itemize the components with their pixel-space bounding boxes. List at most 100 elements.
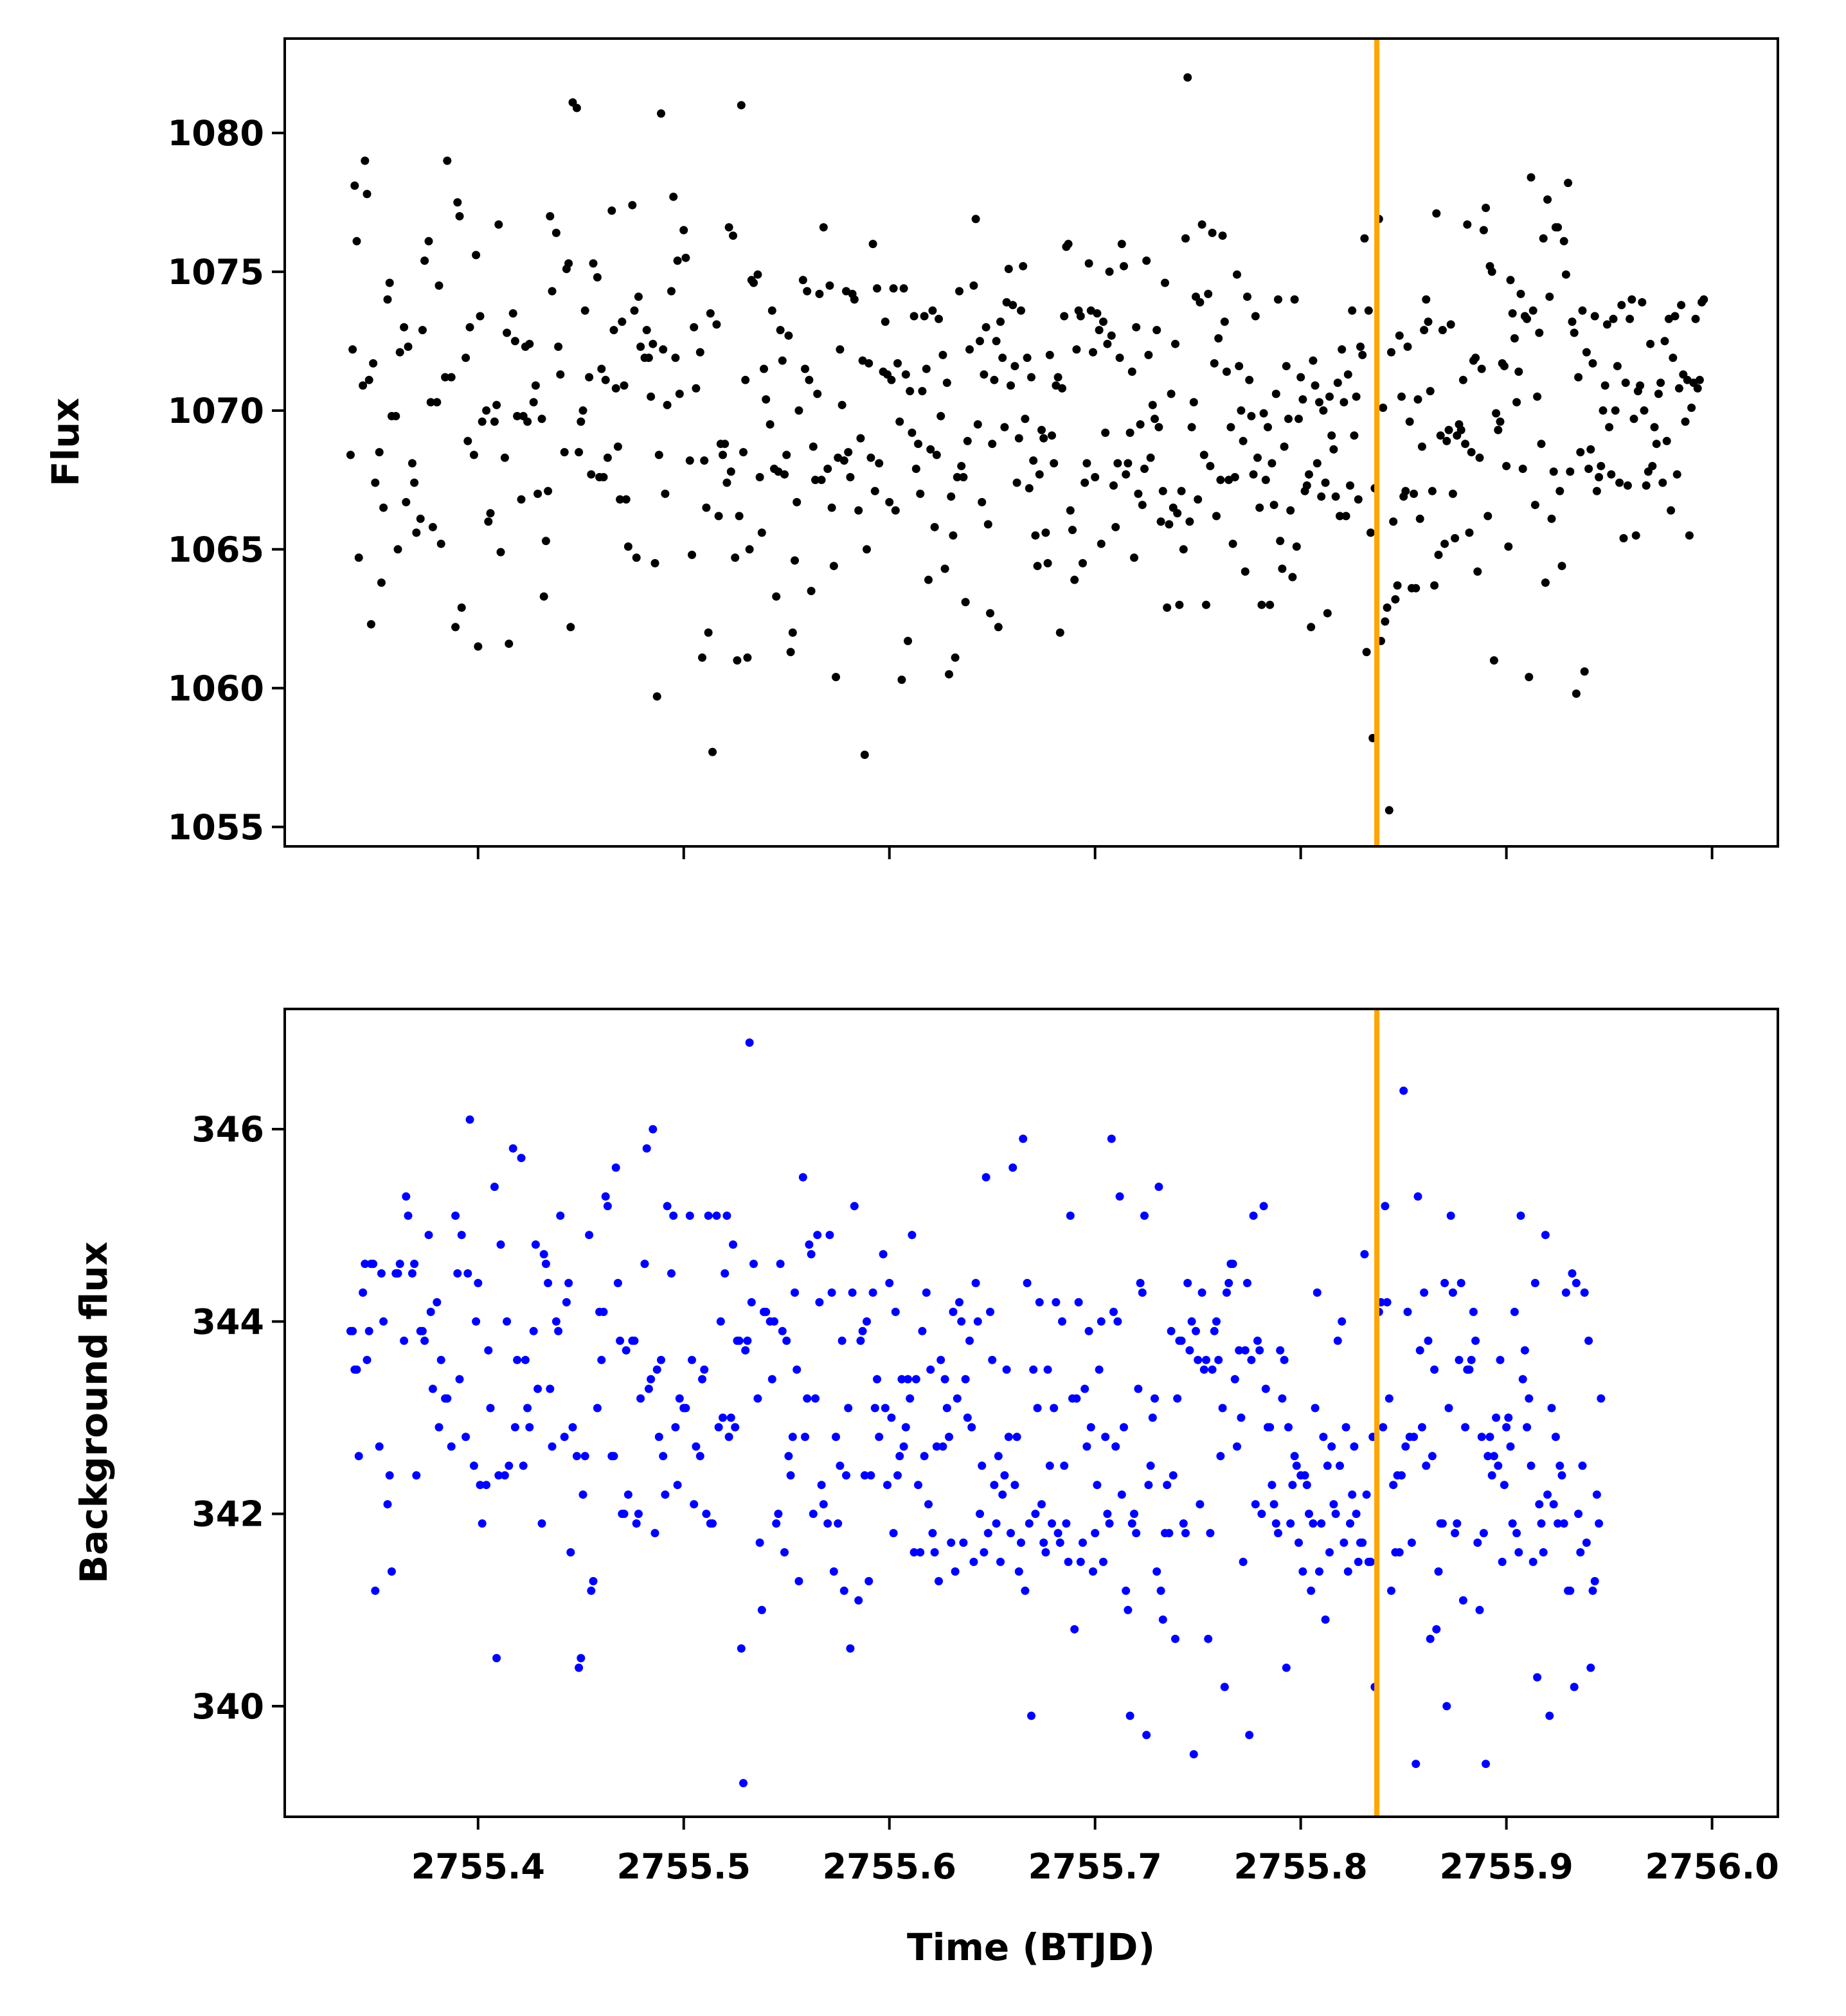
flux-point — [1138, 501, 1147, 510]
background-point — [1518, 1375, 1527, 1384]
background-point — [1516, 1211, 1525, 1220]
flux-points — [346, 73, 1708, 815]
background-point — [1514, 1548, 1523, 1557]
background-point — [472, 1317, 481, 1326]
background-point — [451, 1211, 460, 1220]
flux-point — [1237, 406, 1246, 415]
flux-point — [1461, 440, 1470, 449]
background-point — [426, 1307, 435, 1316]
background-point — [918, 1326, 927, 1335]
background-point — [879, 1250, 888, 1259]
flux-point — [1405, 417, 1414, 426]
background-point — [1132, 1529, 1141, 1538]
background-point — [1274, 1529, 1282, 1538]
flux-point — [1467, 448, 1476, 457]
background-point — [1093, 1481, 1102, 1490]
flux-point — [772, 592, 781, 601]
flux-point — [942, 379, 951, 388]
background-point — [860, 1471, 869, 1480]
background-point — [1582, 1539, 1591, 1547]
background-point — [1045, 1461, 1054, 1470]
flux-point — [580, 306, 589, 315]
flux-point — [1115, 353, 1124, 362]
background-point — [722, 1211, 731, 1220]
background-point — [1070, 1625, 1079, 1634]
flux-point — [976, 337, 984, 346]
background-point — [967, 1423, 976, 1432]
background-point — [1420, 1288, 1429, 1297]
background-point — [1530, 1279, 1539, 1287]
flux-point — [1451, 534, 1460, 542]
background-point — [1271, 1519, 1280, 1528]
flux-point — [935, 314, 943, 323]
flux-point — [1677, 301, 1686, 310]
background-point — [794, 1576, 803, 1585]
background-point — [478, 1519, 487, 1528]
flux-point — [1444, 425, 1453, 434]
flux-point — [1210, 359, 1219, 368]
flux-point — [685, 456, 694, 465]
flux-point — [1298, 395, 1307, 404]
background-point — [801, 1432, 809, 1441]
flux-point — [1599, 406, 1608, 415]
background-point — [1220, 1682, 1229, 1691]
flux-point — [412, 528, 421, 537]
background-point — [978, 1461, 987, 1470]
flux-point — [1487, 267, 1496, 276]
background-point — [1255, 1346, 1264, 1355]
background-point — [949, 1307, 958, 1316]
background-point — [1253, 1336, 1262, 1345]
background-point — [829, 1567, 838, 1576]
background-point — [1302, 1481, 1311, 1490]
flux-point — [1196, 298, 1205, 307]
background-point — [1479, 1529, 1488, 1538]
background-point — [959, 1539, 968, 1547]
flux-point — [1438, 326, 1447, 335]
flux-point — [1420, 326, 1429, 335]
flux-point — [1393, 581, 1402, 590]
flux-point — [760, 364, 768, 373]
background-point — [1124, 1605, 1133, 1614]
background-point — [622, 1346, 631, 1355]
flux-point — [1284, 415, 1293, 424]
flux-point — [1329, 445, 1338, 454]
background-point — [753, 1394, 762, 1403]
background-point — [1413, 1192, 1422, 1201]
flux-point — [1194, 495, 1203, 504]
background-point — [1559, 1519, 1568, 1528]
flux-point — [916, 489, 925, 498]
flux-point — [1286, 506, 1295, 515]
background-point — [935, 1576, 943, 1585]
flux-point — [988, 440, 997, 449]
background-point — [544, 1279, 553, 1287]
background-point — [1411, 1760, 1420, 1769]
background-point — [1062, 1519, 1071, 1528]
background-point — [798, 1173, 807, 1182]
background-point — [1489, 1452, 1498, 1461]
background-point — [632, 1519, 641, 1528]
background-point — [832, 1432, 840, 1441]
background-point — [404, 1211, 413, 1220]
background-point — [354, 1452, 363, 1461]
flux-point — [1340, 398, 1349, 407]
flux-point — [1527, 173, 1536, 182]
flux-point — [690, 323, 699, 332]
flux-point — [1574, 373, 1583, 382]
background-point — [1580, 1288, 1589, 1297]
flux-point — [1282, 362, 1291, 371]
background-point — [348, 1326, 357, 1335]
flux-point — [1216, 476, 1225, 485]
background-point — [786, 1471, 795, 1480]
flux-point — [1693, 384, 1702, 393]
flux-point — [1699, 295, 1708, 304]
flux-point — [829, 562, 838, 571]
background-point — [1410, 1432, 1419, 1441]
flux-point — [469, 450, 478, 459]
flux-point — [1175, 600, 1184, 609]
flux-point — [1658, 478, 1667, 487]
flux-point — [1566, 467, 1575, 476]
flux-point — [679, 226, 688, 235]
background-point — [1014, 1567, 1023, 1576]
background-point — [1407, 1539, 1416, 1547]
background-point — [1448, 1288, 1457, 1297]
